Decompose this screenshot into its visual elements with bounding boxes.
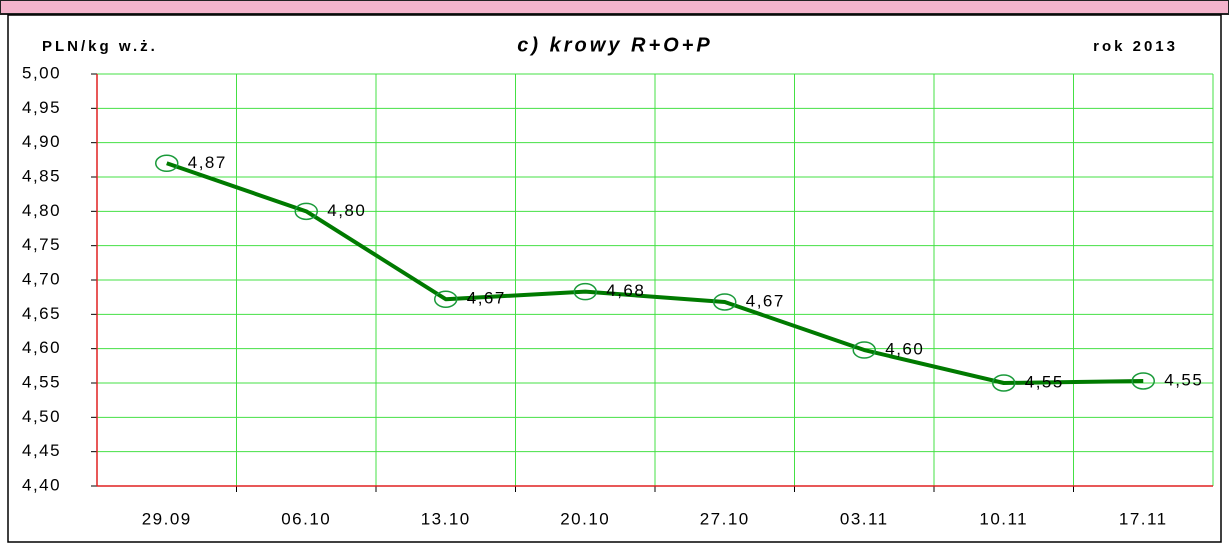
y-tick-label: 4,80 bbox=[22, 201, 61, 220]
y-tick-label: 4,85 bbox=[22, 166, 61, 185]
x-tick-label: 13.10 bbox=[421, 509, 471, 528]
x-tick-label: 29.09 bbox=[142, 509, 192, 528]
data-label: 4,55 bbox=[1164, 370, 1203, 389]
x-tick-label: 27.10 bbox=[700, 509, 750, 528]
y-axis-label: PLN/kg w.ż. bbox=[42, 38, 158, 55]
y-tick-label: 4,75 bbox=[22, 235, 61, 254]
y-tick-label: 4,60 bbox=[22, 338, 61, 357]
y-tick-label: 4,70 bbox=[22, 269, 61, 288]
y-tick-label: 4,50 bbox=[22, 407, 61, 426]
data-label: 4,55 bbox=[1025, 372, 1064, 391]
chart-title: c) krowy R+O+P bbox=[517, 34, 712, 56]
data-label: 4,67 bbox=[467, 289, 506, 308]
marker bbox=[434, 290, 458, 308]
data-label: 4,87 bbox=[188, 153, 227, 172]
data-label: 4,60 bbox=[885, 340, 924, 359]
y-tick-label: 5,00 bbox=[22, 63, 61, 82]
top-band bbox=[0, 0, 1229, 15]
chart-subtitle: rok 2013 bbox=[1093, 38, 1178, 55]
x-tick-label: 06.10 bbox=[281, 509, 331, 528]
y-tick-label: 4,55 bbox=[22, 372, 61, 391]
x-tick-label: 17.11 bbox=[1119, 509, 1168, 528]
chart-frame bbox=[7, 14, 1222, 543]
y-tick-label: 4,95 bbox=[22, 98, 61, 117]
marker bbox=[713, 293, 737, 311]
y-tick-label: 4,90 bbox=[22, 132, 61, 151]
marker bbox=[1131, 372, 1155, 390]
series-line bbox=[166, 161, 1144, 385]
marker bbox=[852, 341, 876, 359]
data-label: 4,68 bbox=[606, 281, 645, 300]
marker bbox=[992, 374, 1016, 392]
marker bbox=[573, 282, 597, 301]
data-label: 4,67 bbox=[746, 291, 785, 310]
y-tick-label: 4,40 bbox=[22, 475, 61, 494]
marker bbox=[155, 154, 179, 173]
data-label: 4,80 bbox=[327, 201, 366, 220]
x-tick-label: 20.10 bbox=[560, 509, 610, 528]
y-tick-label: 4,65 bbox=[22, 304, 61, 323]
x-tick-label: 10.11 bbox=[979, 509, 1028, 528]
x-tick-label: 03.11 bbox=[840, 509, 889, 528]
y-tick-label: 4,45 bbox=[22, 441, 61, 460]
marker bbox=[294, 202, 318, 221]
